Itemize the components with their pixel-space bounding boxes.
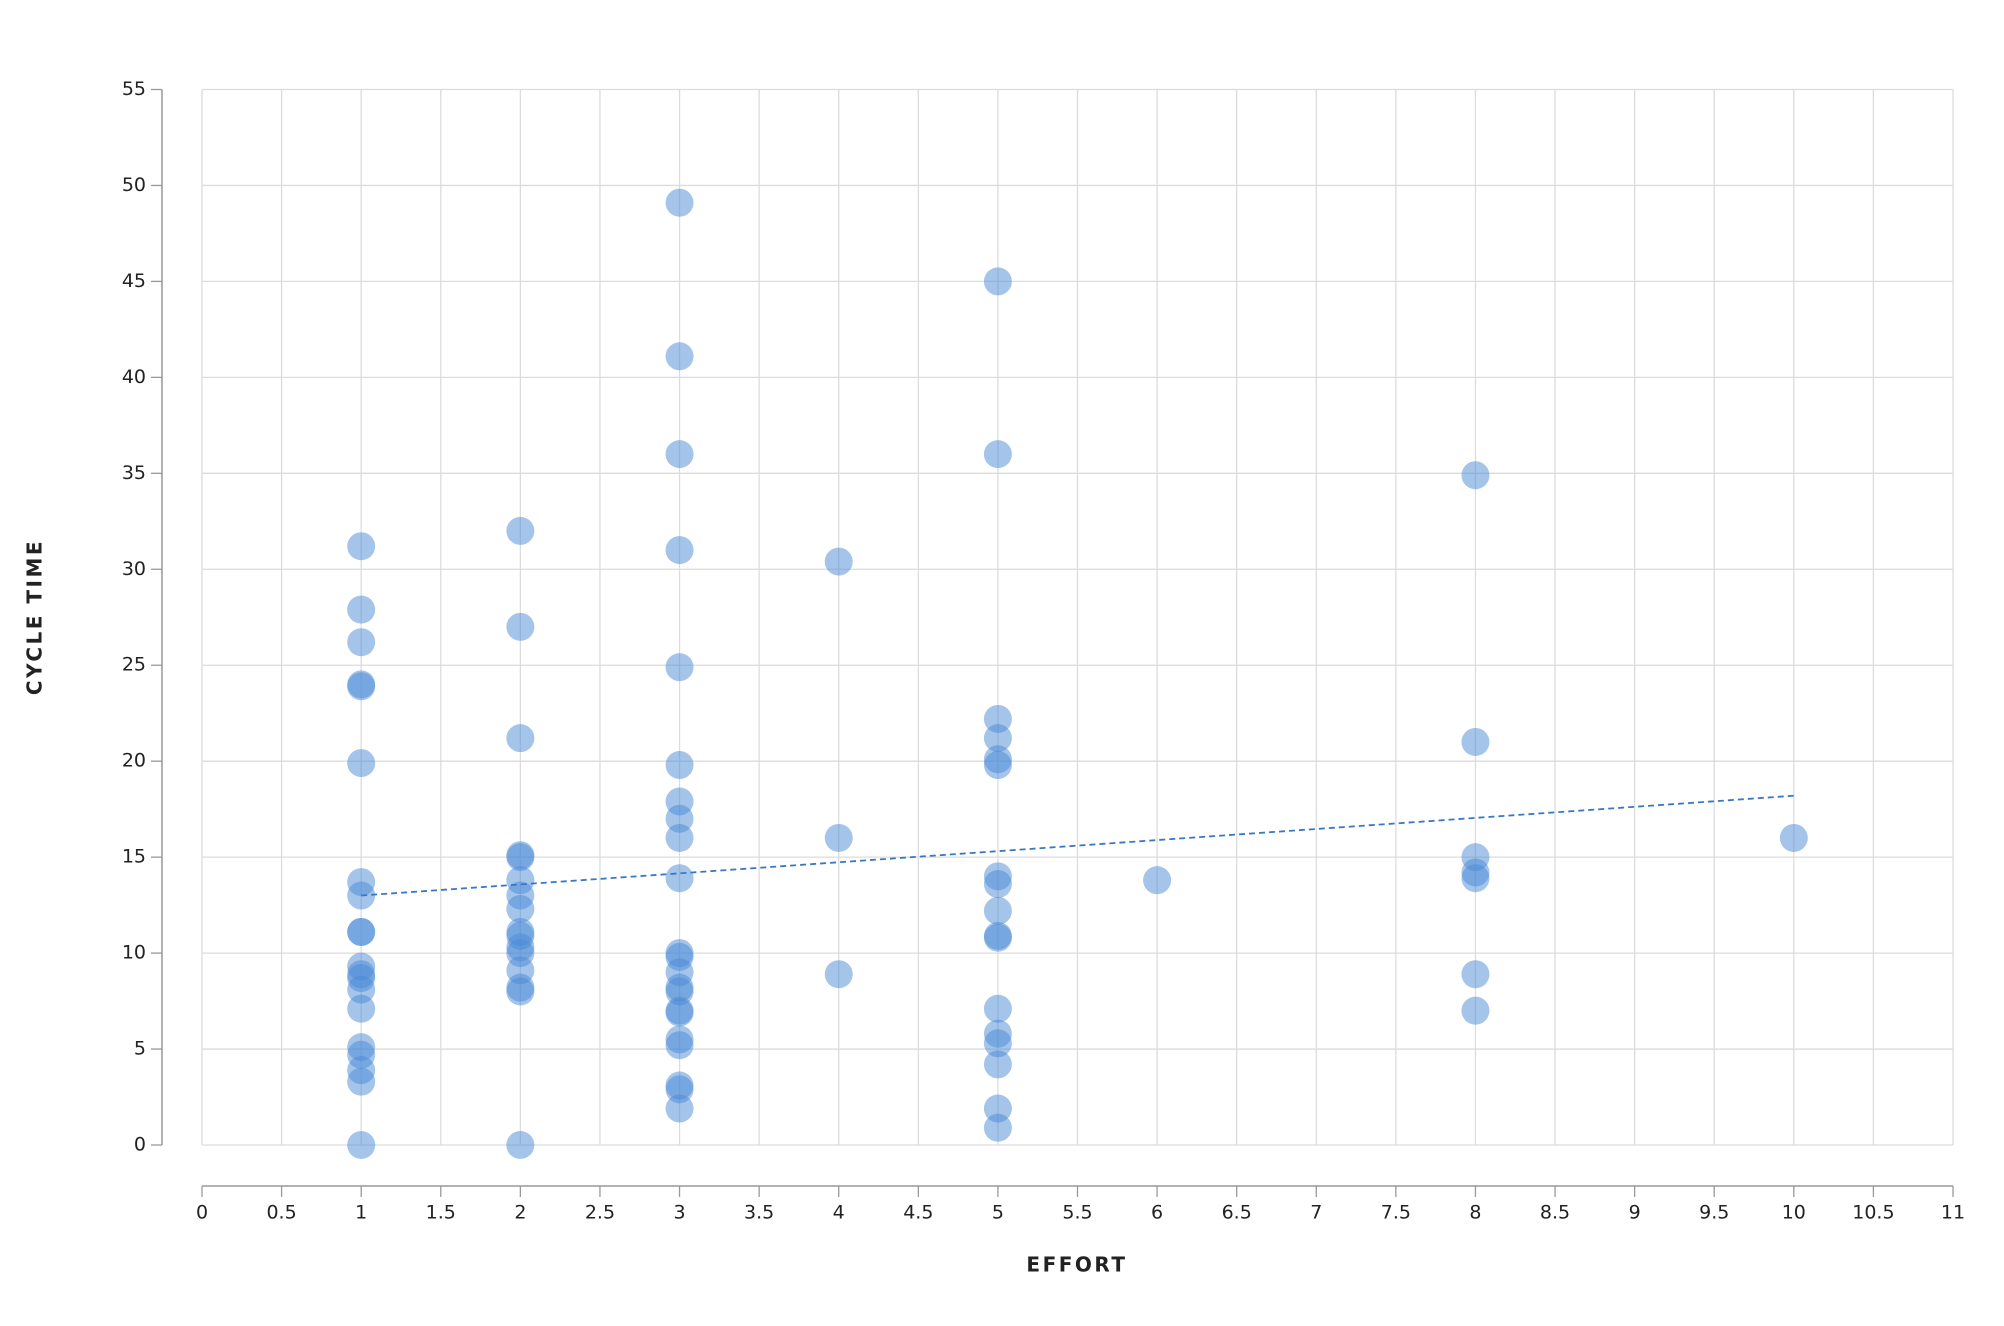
- point: [824, 547, 853, 576]
- x-tick-label: 8.5: [1540, 1202, 1570, 1224]
- point: [665, 977, 694, 1006]
- point: [665, 1094, 694, 1123]
- x-tick-label: 7.5: [1381, 1202, 1411, 1224]
- y-tick-label: 40: [122, 366, 146, 388]
- point: [665, 653, 694, 682]
- point: [506, 516, 535, 545]
- point: [506, 612, 535, 641]
- point: [1143, 866, 1172, 895]
- x-tick-label: 10.5: [1852, 1202, 1894, 1224]
- point: [347, 595, 376, 624]
- x-tick-label: 0.5: [266, 1202, 296, 1224]
- point: [347, 994, 376, 1023]
- point: [665, 440, 694, 469]
- point: [347, 917, 376, 946]
- point: [506, 977, 535, 1006]
- point: [347, 749, 376, 778]
- x-tick-label: 4.5: [903, 1202, 933, 1224]
- point: [983, 923, 1012, 952]
- point: [983, 1050, 1012, 1079]
- point: [665, 342, 694, 371]
- x-tick-label: 3.5: [744, 1202, 774, 1224]
- point: [983, 1094, 1012, 1123]
- point: [983, 1029, 1012, 1058]
- x-tick-label: 1: [355, 1202, 367, 1224]
- y-tick-label: 35: [122, 462, 146, 484]
- x-axis-title: EFFORT: [1026, 1253, 1127, 1277]
- point: [665, 1075, 694, 1104]
- point: [983, 994, 1012, 1023]
- y-tick-label: 50: [122, 174, 146, 196]
- point: [506, 724, 535, 753]
- point: [506, 894, 535, 923]
- x-tick-label: 9: [1629, 1202, 1641, 1224]
- x-tick-label: 5.5: [1062, 1202, 1092, 1224]
- x-tick-label: 0: [196, 1202, 208, 1224]
- point: [983, 724, 1012, 753]
- x-tick-label: 8: [1469, 1202, 1481, 1224]
- point: [983, 267, 1012, 296]
- y-tick-label: 30: [122, 558, 146, 580]
- point: [1461, 864, 1490, 893]
- y-axis-title: CYCLE TIME: [23, 539, 47, 695]
- point: [665, 864, 694, 893]
- y-tick-label: 45: [122, 270, 146, 292]
- point: [506, 843, 535, 872]
- point: [983, 704, 1012, 733]
- point: [347, 1131, 376, 1159]
- point: [1779, 823, 1808, 852]
- point: [824, 960, 853, 989]
- point: [983, 751, 1012, 780]
- point: [1461, 960, 1490, 989]
- point: [665, 536, 694, 565]
- x-tick-label: 2.5: [585, 1202, 615, 1224]
- y-tick-label: 5: [134, 1038, 146, 1060]
- point: [506, 1131, 535, 1159]
- point: [665, 823, 694, 852]
- point: [665, 188, 694, 217]
- point: [983, 1113, 1012, 1142]
- point: [983, 870, 1012, 899]
- point: [665, 998, 694, 1027]
- y-tick-label: 20: [122, 750, 146, 772]
- point: [824, 823, 853, 852]
- x-tick-label: 11: [1941, 1202, 1965, 1224]
- y-tick-label: 0: [134, 1134, 146, 1156]
- point: [347, 672, 376, 701]
- point: [1461, 461, 1490, 490]
- x-tick-label: 6.5: [1222, 1202, 1252, 1224]
- y-tick-label: 15: [122, 846, 146, 868]
- point: [1461, 996, 1490, 1025]
- y-tick-label: 25: [122, 654, 146, 676]
- y-tick-label: 55: [122, 78, 146, 100]
- point: [665, 804, 694, 833]
- point: [347, 1067, 376, 1096]
- point: [347, 628, 376, 657]
- x-tick-label: 1.5: [426, 1202, 456, 1224]
- x-tick-label: 5: [992, 1202, 1004, 1224]
- x-tick-label: 9.5: [1699, 1202, 1729, 1224]
- x-tick-label: 6: [1151, 1202, 1163, 1224]
- x-tick-label: 10: [1782, 1202, 1806, 1224]
- x-tick-label: 3: [673, 1202, 685, 1224]
- x-tick-label: 4: [833, 1202, 845, 1224]
- point: [983, 896, 1012, 925]
- point: [347, 975, 376, 1004]
- point: [983, 440, 1012, 469]
- point: [665, 1031, 694, 1060]
- x-tick-label: 2: [514, 1202, 526, 1224]
- point: [665, 751, 694, 780]
- point: [347, 532, 376, 561]
- y-tick-label: 10: [122, 942, 146, 964]
- x-tick-label: 7: [1310, 1202, 1322, 1224]
- point: [1461, 727, 1490, 756]
